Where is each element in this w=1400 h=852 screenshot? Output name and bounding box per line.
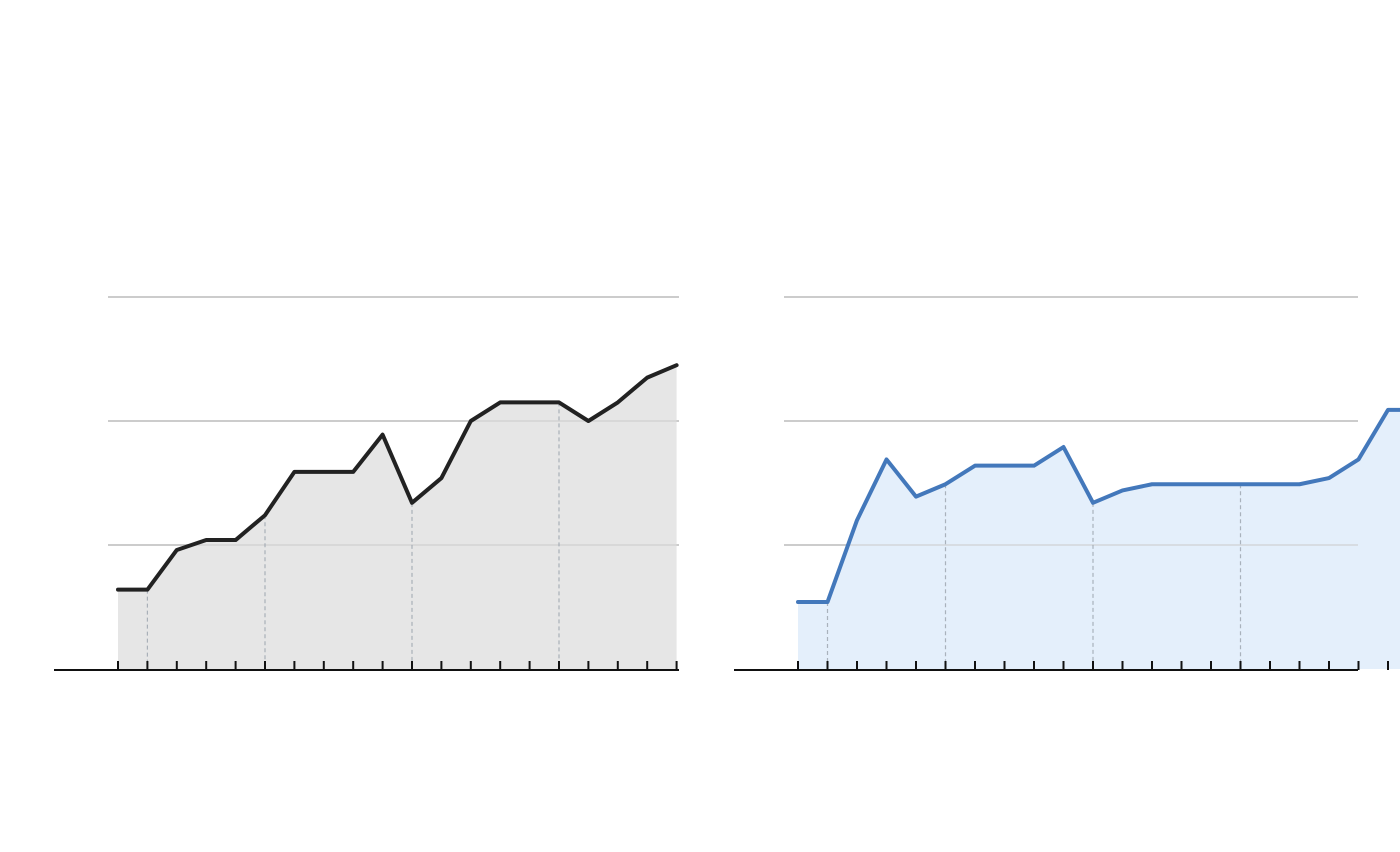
data-point-1 bbox=[145, 588, 149, 592]
data-point-3 bbox=[204, 538, 208, 542]
data-point-14 bbox=[528, 400, 532, 404]
series-line bbox=[796, 407, 1400, 605]
data-point-8 bbox=[1032, 464, 1036, 468]
data-point-14 bbox=[1209, 482, 1213, 486]
data-point-10 bbox=[410, 501, 414, 505]
data-point-9 bbox=[1062, 445, 1066, 449]
data-point-18 bbox=[645, 376, 649, 380]
data-point-17 bbox=[616, 400, 620, 404]
data-point-6 bbox=[292, 470, 296, 474]
data-point-8 bbox=[351, 470, 355, 474]
data-point-15 bbox=[557, 400, 561, 404]
data-point-1 bbox=[826, 600, 830, 604]
data-point-11 bbox=[1121, 488, 1125, 492]
chart-panel-left bbox=[54, 296, 679, 671]
data-point-7 bbox=[322, 470, 326, 474]
data-point-11 bbox=[439, 476, 443, 480]
data-point-3 bbox=[885, 457, 889, 461]
chart-panel-right bbox=[734, 296, 1400, 671]
area-fill bbox=[798, 409, 1400, 669]
data-point-18 bbox=[1327, 476, 1331, 480]
data-point-4 bbox=[914, 495, 918, 499]
data-point-4 bbox=[234, 538, 238, 542]
area-fill bbox=[118, 365, 677, 669]
data-point-10 bbox=[1091, 501, 1095, 505]
data-point-7 bbox=[1003, 464, 1007, 468]
data-point-15 bbox=[1239, 482, 1243, 486]
data-point-2 bbox=[855, 518, 859, 522]
data-point-2 bbox=[175, 548, 179, 552]
series-line bbox=[116, 363, 679, 592]
data-point-19 bbox=[675, 363, 679, 367]
data-point-6 bbox=[973, 464, 977, 468]
data-point-13 bbox=[1180, 482, 1184, 486]
data-point-9 bbox=[381, 433, 385, 437]
data-point-20 bbox=[1386, 408, 1390, 412]
data-point-0 bbox=[796, 600, 800, 604]
data-point-5 bbox=[263, 513, 267, 517]
data-point-0 bbox=[116, 588, 120, 592]
data-point-5 bbox=[944, 482, 948, 486]
data-point-12 bbox=[469, 419, 473, 423]
data-point-16 bbox=[1268, 482, 1272, 486]
data-point-19 bbox=[1357, 457, 1361, 461]
data-point-16 bbox=[586, 419, 590, 423]
data-point-13 bbox=[498, 400, 502, 404]
data-point-17 bbox=[1298, 482, 1302, 486]
data-point-12 bbox=[1150, 482, 1154, 486]
